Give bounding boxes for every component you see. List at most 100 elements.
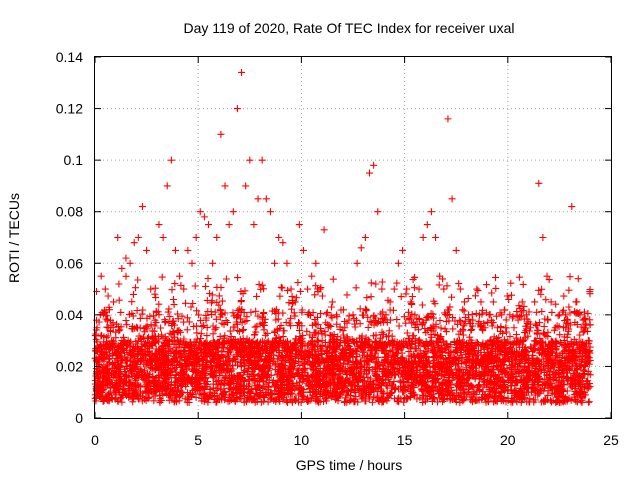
data-point [254, 195, 262, 203]
data-point [415, 285, 423, 293]
data-point [304, 285, 312, 293]
data-point [436, 272, 444, 280]
data-point [477, 298, 485, 306]
data-point [498, 311, 506, 319]
dense-point-band [91, 272, 594, 406]
data-point [225, 221, 233, 229]
data-point [374, 208, 382, 216]
data-point [411, 311, 419, 319]
data-point [258, 156, 266, 164]
data-point [275, 234, 283, 241]
data-point [349, 311, 357, 319]
data-point [456, 285, 464, 293]
data-point [295, 221, 303, 229]
data-point [584, 337, 592, 345]
data-point [171, 246, 179, 254]
data-point [101, 285, 109, 293]
x-tick-label: 15 [397, 432, 413, 448]
data-point [432, 234, 440, 241]
data-point [527, 324, 535, 332]
data-point [370, 161, 378, 169]
data-point [465, 311, 473, 319]
data-point [213, 234, 221, 241]
data-point [378, 285, 386, 293]
data-point [481, 324, 489, 332]
data-point [555, 311, 563, 319]
data-point [419, 234, 427, 241]
data-point [200, 213, 208, 221]
data-point [180, 285, 188, 293]
data-point [535, 179, 543, 187]
x-tick-labels: 0 5 10 15 20 25 [91, 432, 619, 448]
data-point [473, 285, 481, 293]
data-point [531, 298, 539, 306]
data-point [312, 259, 320, 267]
data-point [205, 221, 213, 229]
data-point [151, 290, 159, 298]
data-point [357, 244, 365, 252]
x-tick-label: 0 [91, 432, 99, 448]
y-tick-label: 0.04 [56, 307, 83, 323]
data-point [485, 311, 493, 319]
data-point [221, 182, 229, 190]
x-axis-title: GPS time / hours [296, 457, 403, 473]
data-point [518, 298, 526, 306]
data-point [551, 324, 559, 332]
data-point [514, 316, 522, 324]
x-tick-label: 5 [194, 432, 202, 448]
data-point [134, 234, 142, 241]
y-tick-label: 0.14 [56, 49, 83, 65]
data-point [469, 316, 477, 324]
data-point [209, 259, 217, 267]
data-point [217, 130, 225, 138]
data-point [238, 68, 246, 76]
data-point [271, 259, 279, 267]
data-point [522, 311, 530, 319]
data-point [361, 234, 369, 241]
y-tick-label: 0.1 [64, 152, 84, 168]
y-axis-title: ROTI / TECUs [6, 193, 22, 283]
data-point [246, 156, 254, 164]
data-point [427, 208, 435, 216]
data-point [580, 324, 588, 332]
data-point [143, 246, 151, 254]
data-point [394, 259, 402, 267]
data-point [502, 324, 510, 332]
data-point [444, 115, 452, 123]
data-point [192, 234, 200, 241]
data-point [489, 298, 497, 306]
data-point [506, 311, 514, 319]
data-point [262, 195, 270, 203]
y-tick-label: 0.02 [56, 358, 83, 374]
y-tick-label: 0.08 [56, 204, 83, 220]
data-point [110, 298, 118, 306]
data-point [250, 221, 258, 229]
data-point [130, 239, 138, 247]
data-point [105, 306, 113, 314]
data-point [308, 272, 316, 280]
data-point [167, 156, 175, 164]
data-point [287, 285, 295, 293]
data-point [332, 311, 340, 319]
data-point [97, 272, 105, 280]
data-point [118, 264, 126, 272]
data-point [188, 259, 196, 267]
data-point [576, 311, 584, 319]
data-point [345, 316, 353, 324]
data-point [510, 324, 518, 332]
data-point [279, 239, 287, 247]
y-tick-label: 0 [75, 410, 83, 426]
data-point [403, 285, 411, 293]
y-tick-label: 0.12 [56, 101, 83, 117]
data-point [448, 195, 456, 203]
y-tick-label: 0.06 [56, 255, 83, 271]
data-point [122, 254, 130, 262]
data-point [184, 246, 192, 254]
data-point [196, 208, 204, 216]
data-point [440, 285, 448, 293]
data-point [399, 246, 407, 254]
data-point [460, 298, 468, 306]
data-point [337, 337, 345, 345]
data-point [543, 272, 551, 280]
